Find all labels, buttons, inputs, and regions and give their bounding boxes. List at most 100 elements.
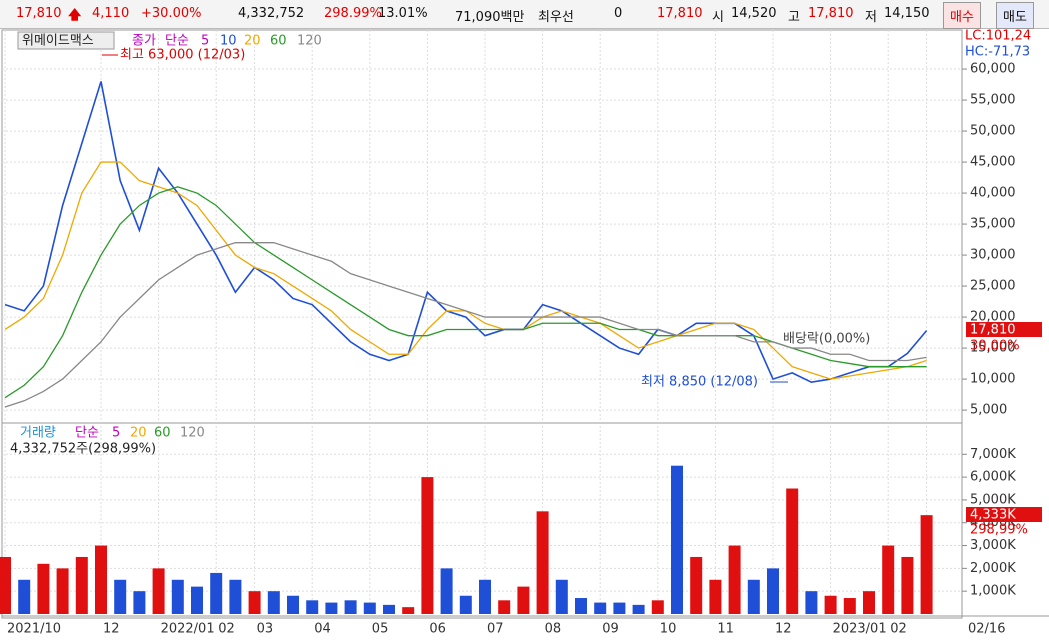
volume-bar xyxy=(248,591,261,614)
last-pct: 30,00% xyxy=(970,339,1020,354)
annotation-high: 최고 63,000 (12/03) xyxy=(120,48,245,63)
y-tick-label: 55,000 xyxy=(970,93,1016,108)
volume-bar xyxy=(210,572,223,614)
last-price-tag xyxy=(966,322,1042,337)
last-price: 17,810 xyxy=(970,323,1016,338)
series-line xyxy=(4,242,927,408)
legend-close: 종가 xyxy=(132,34,156,49)
y-tick-label: 5,000K xyxy=(970,492,1016,507)
volume-bar xyxy=(575,598,587,614)
volume-bar xyxy=(344,600,357,614)
volume-bar xyxy=(632,604,645,614)
volume-bar xyxy=(0,556,11,614)
plot-frame xyxy=(1,29,963,619)
sell-button[interactable]: 매도 xyxy=(996,2,1034,29)
volume-bar xyxy=(920,515,933,614)
volume-bar xyxy=(824,595,837,614)
buy-button[interactable]: 매수 xyxy=(943,2,981,29)
up-arrow: 🡅 xyxy=(68,8,82,23)
volume-summary: 4,332,752주(298,99%) xyxy=(10,442,156,457)
low: 14,150 xyxy=(884,6,930,21)
y-tick-label: 30,000 xyxy=(970,248,1016,263)
volume-bar xyxy=(56,568,69,614)
y-tick-label: 25,000 xyxy=(970,279,1016,294)
y-tick-label: 5,000 xyxy=(970,403,1007,418)
volume-bar xyxy=(287,595,299,614)
volume-bar xyxy=(728,545,741,614)
volume-bar xyxy=(555,579,568,614)
open: 14,520 xyxy=(731,6,777,21)
turnover: 13.01% xyxy=(378,6,428,21)
volume-bar xyxy=(901,556,914,614)
legend-period: 60 xyxy=(270,34,287,49)
volume-bar xyxy=(843,598,856,614)
x-tick-label: 12 xyxy=(103,622,120,637)
volume-bar xyxy=(709,579,722,614)
change-pct: +30.00% xyxy=(141,6,202,21)
volume-legend-period: 20 xyxy=(130,426,147,441)
x-tick-label: 02 xyxy=(890,622,907,637)
volume-bar xyxy=(114,579,127,614)
price: 17,810 xyxy=(16,6,62,21)
volume-bar xyxy=(767,568,779,614)
y-tick-label: 6,000K xyxy=(970,470,1016,485)
volume-last-pct: 298,99% xyxy=(970,523,1028,538)
x-tick-label: 2022/01 xyxy=(161,622,215,637)
volume-bar xyxy=(95,545,107,614)
volume-bar xyxy=(594,602,607,614)
volume-bar xyxy=(75,556,88,614)
y-tick-label: 15,000 xyxy=(970,341,1016,356)
volume-bar xyxy=(37,563,50,614)
volume-bar xyxy=(613,602,626,614)
volume-bar xyxy=(402,607,415,614)
chart: 5,000 10,000 15,000 20,000 25,000 30,000 35,00… xyxy=(0,29,1049,637)
volume-bar xyxy=(863,591,875,614)
y-tick-label: 60,000 xyxy=(970,62,1016,77)
x-tick-label: 02 xyxy=(218,622,235,637)
y-tick-label: 10,000 xyxy=(970,372,1016,387)
y-tick-label: 50,000 xyxy=(970,124,1016,139)
volume-bar xyxy=(229,579,242,614)
x-tick-label: 09 xyxy=(602,622,619,637)
x-tick-label: 11 xyxy=(717,622,734,637)
y-tick-label: 45,000 xyxy=(970,155,1016,170)
x-tick-label: 10 xyxy=(660,622,677,637)
low-label: 저 xyxy=(865,10,877,25)
volume-bar xyxy=(421,477,434,614)
legend-period: 20 xyxy=(244,34,261,49)
legend-period: 120 xyxy=(297,34,322,49)
volume-bar xyxy=(498,600,511,614)
volume-bar xyxy=(459,595,472,614)
best-value: 0 xyxy=(614,6,623,21)
y-tick-label: 40,000 xyxy=(970,186,1016,201)
volume-bar xyxy=(152,568,165,614)
best-label: 최우선 xyxy=(538,10,574,25)
volume-bar xyxy=(18,579,31,614)
volume-bar xyxy=(786,488,799,614)
x-tick-label: 06 xyxy=(429,622,446,637)
volume-tag xyxy=(966,507,1042,522)
x-tick-label: 02/16 xyxy=(968,622,1005,637)
volume-bar xyxy=(479,579,491,614)
chart-title: 위메이드맥스 xyxy=(22,34,94,49)
y-tick-label: 35,000 xyxy=(970,217,1016,232)
x-tick-label: 03 xyxy=(257,622,274,637)
volume-bar xyxy=(267,591,280,614)
title-box xyxy=(17,31,115,50)
y-tick-label: 20,000 xyxy=(970,310,1016,325)
x-tick-label: 2021/10 xyxy=(7,622,61,637)
volume-bar xyxy=(383,604,395,614)
y-tick-label: 7,000K xyxy=(970,447,1016,462)
volume-indicator: 단순 xyxy=(75,426,99,441)
volume-bar xyxy=(536,511,549,614)
volume-bar xyxy=(747,579,760,614)
volume-last: 4,333K xyxy=(970,508,1016,523)
series-line xyxy=(4,81,928,384)
y-tick-label: 3,000K xyxy=(970,538,1016,553)
volume-bar xyxy=(651,600,664,614)
volume-bar xyxy=(690,556,703,614)
volume-ratio: 298.99% xyxy=(324,6,382,21)
volume-legend-period: 60 xyxy=(154,426,171,441)
x-tick-label: 07 xyxy=(487,622,504,637)
